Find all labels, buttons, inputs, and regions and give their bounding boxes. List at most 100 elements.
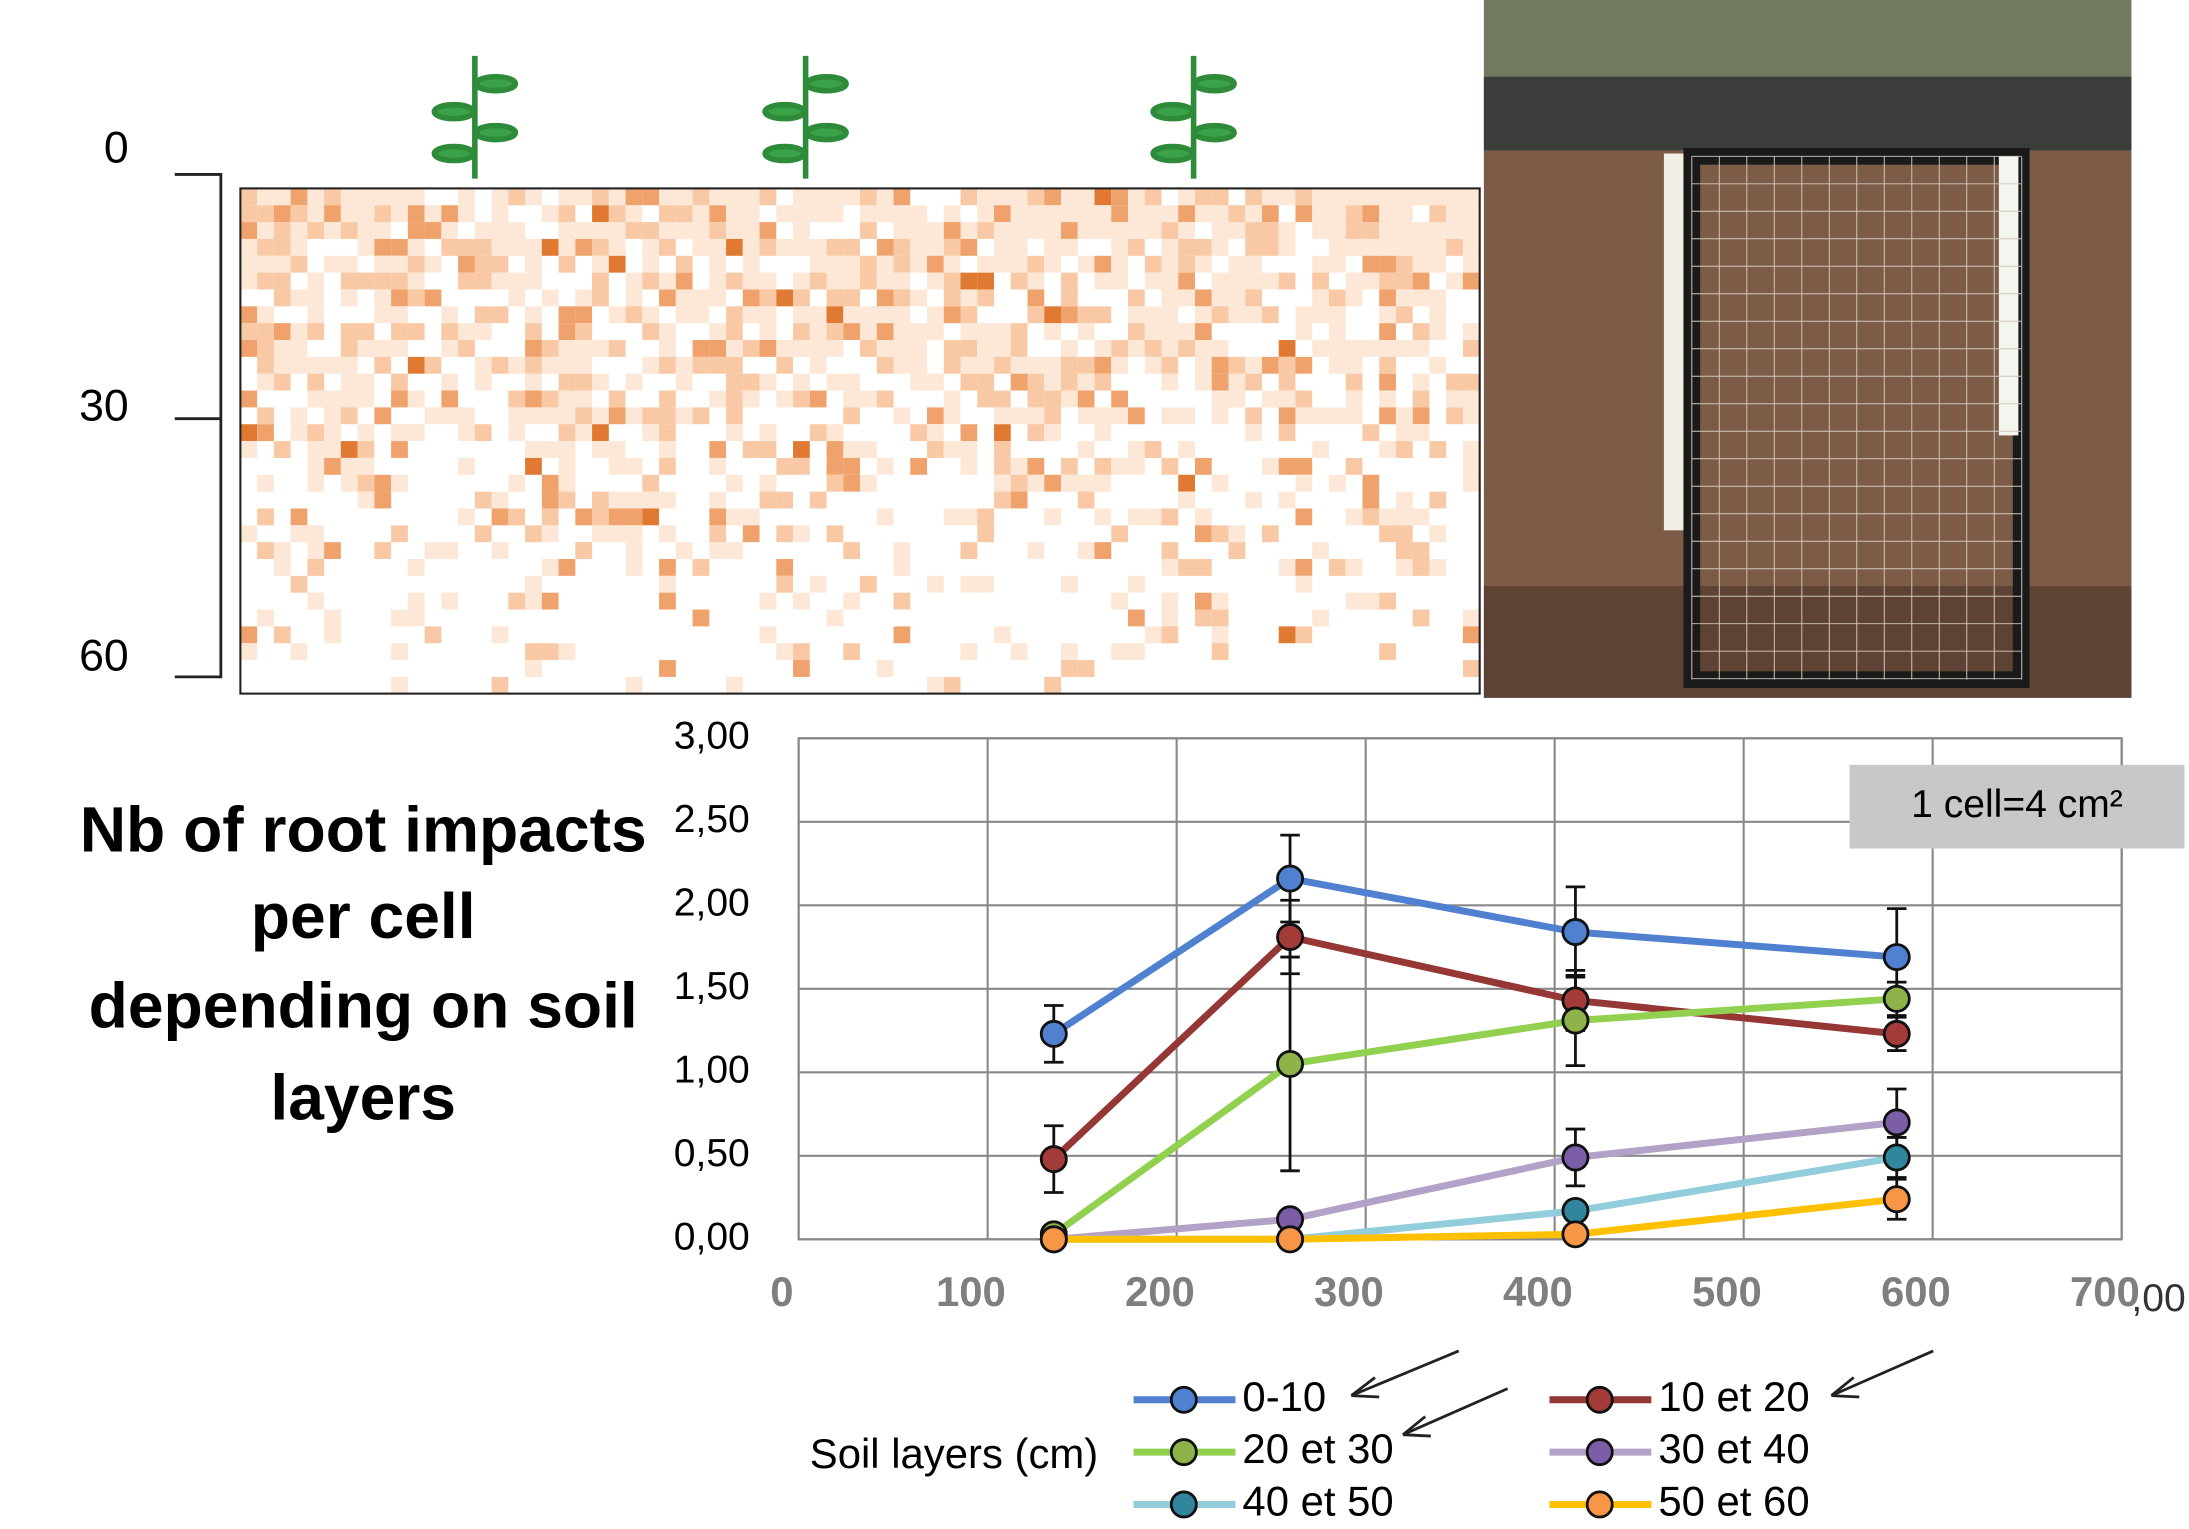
root-cell [609, 256, 626, 273]
root-cell [1195, 239, 1212, 256]
root-cell [1128, 441, 1145, 458]
root-cell [492, 677, 509, 694]
root-cell [910, 458, 927, 475]
root-cell [810, 340, 827, 357]
root-cell [1429, 205, 1446, 222]
root-cell [994, 492, 1011, 509]
root-cell [1078, 306, 1095, 323]
root-cell [257, 424, 274, 441]
root-cell [994, 239, 1011, 256]
root-cell [1379, 593, 1396, 610]
root-cell [927, 576, 944, 593]
root-cell [1111, 239, 1128, 256]
root-cell [1463, 441, 1480, 458]
root-cell [559, 559, 576, 576]
depth-label: 30 [79, 382, 129, 431]
root-cell [760, 239, 777, 256]
root-cell [391, 239, 408, 256]
root-cell [994, 626, 1011, 643]
root-cell [1228, 205, 1245, 222]
data-point [1277, 1227, 1302, 1252]
root-cell [458, 424, 475, 441]
root-cell [693, 239, 710, 256]
root-cell [307, 374, 324, 391]
root-cell [475, 222, 492, 239]
root-cell [961, 306, 978, 323]
root-cell [257, 340, 274, 357]
root-cell [592, 222, 609, 239]
root-cell [743, 525, 760, 542]
root-cell [291, 205, 308, 222]
root-cell [1011, 323, 1028, 340]
root-cell [358, 475, 375, 492]
root-cell [291, 424, 308, 441]
root-cell [1128, 306, 1145, 323]
data-point [1563, 919, 1588, 944]
root-cell [559, 492, 576, 509]
root-cell [843, 374, 860, 391]
root-cell [391, 525, 408, 542]
root-cell [659, 340, 676, 357]
root-cell [1111, 525, 1128, 542]
root-cell [291, 289, 308, 306]
root-cell [961, 188, 978, 205]
root-cell [1379, 205, 1396, 222]
root-cell [626, 374, 643, 391]
root-cell [559, 391, 576, 408]
root-cell [1463, 222, 1480, 239]
root-cell [877, 273, 894, 290]
root-cell [1161, 205, 1178, 222]
root-cell [877, 508, 894, 525]
root-cell [1312, 289, 1329, 306]
root-cell [291, 239, 308, 256]
root-cell [910, 222, 927, 239]
root-cell [1145, 306, 1162, 323]
root-cell [827, 289, 844, 306]
root-cell [257, 357, 274, 374]
root-cell [341, 340, 358, 357]
root-cell [1362, 492, 1379, 509]
root-cell [575, 391, 592, 408]
root-cell [1295, 559, 1312, 576]
root-cell [1195, 188, 1212, 205]
root-cell [525, 188, 542, 205]
root-cell [374, 205, 391, 222]
root-cell [961, 424, 978, 441]
root-cell [776, 239, 793, 256]
root-cell [693, 407, 710, 424]
root-cell [642, 273, 659, 290]
annotation: ,00 [2131, 1277, 2185, 1320]
root-cell [1429, 357, 1446, 374]
root-cell [626, 559, 643, 576]
root-cell [374, 357, 391, 374]
root-cell [307, 273, 324, 290]
root-cell [1061, 475, 1078, 492]
root-cell [1061, 188, 1078, 205]
root-cell [1044, 222, 1061, 239]
root-cell [508, 239, 525, 256]
root-cell [525, 306, 542, 323]
root-cell [1312, 222, 1329, 239]
root-cell [508, 508, 525, 525]
root-cell [1095, 306, 1112, 323]
root-cell [542, 340, 559, 357]
root-cell [726, 273, 743, 290]
root-cell [994, 391, 1011, 408]
root-cell [492, 508, 509, 525]
root-cell [743, 391, 760, 408]
root-cell [827, 374, 844, 391]
root-cell [927, 374, 944, 391]
root-cell [1463, 239, 1480, 256]
root-cell [592, 492, 609, 509]
root-cell [508, 289, 525, 306]
root-cell [408, 610, 425, 627]
root-cell [492, 222, 509, 239]
root-cell [910, 374, 927, 391]
root-cell [1379, 357, 1396, 374]
root-cell [274, 222, 291, 239]
root-cell [1111, 643, 1128, 660]
root-cell [408, 205, 425, 222]
root-cell [257, 407, 274, 424]
legend-marker [1587, 1387, 1612, 1412]
root-cell [659, 458, 676, 475]
